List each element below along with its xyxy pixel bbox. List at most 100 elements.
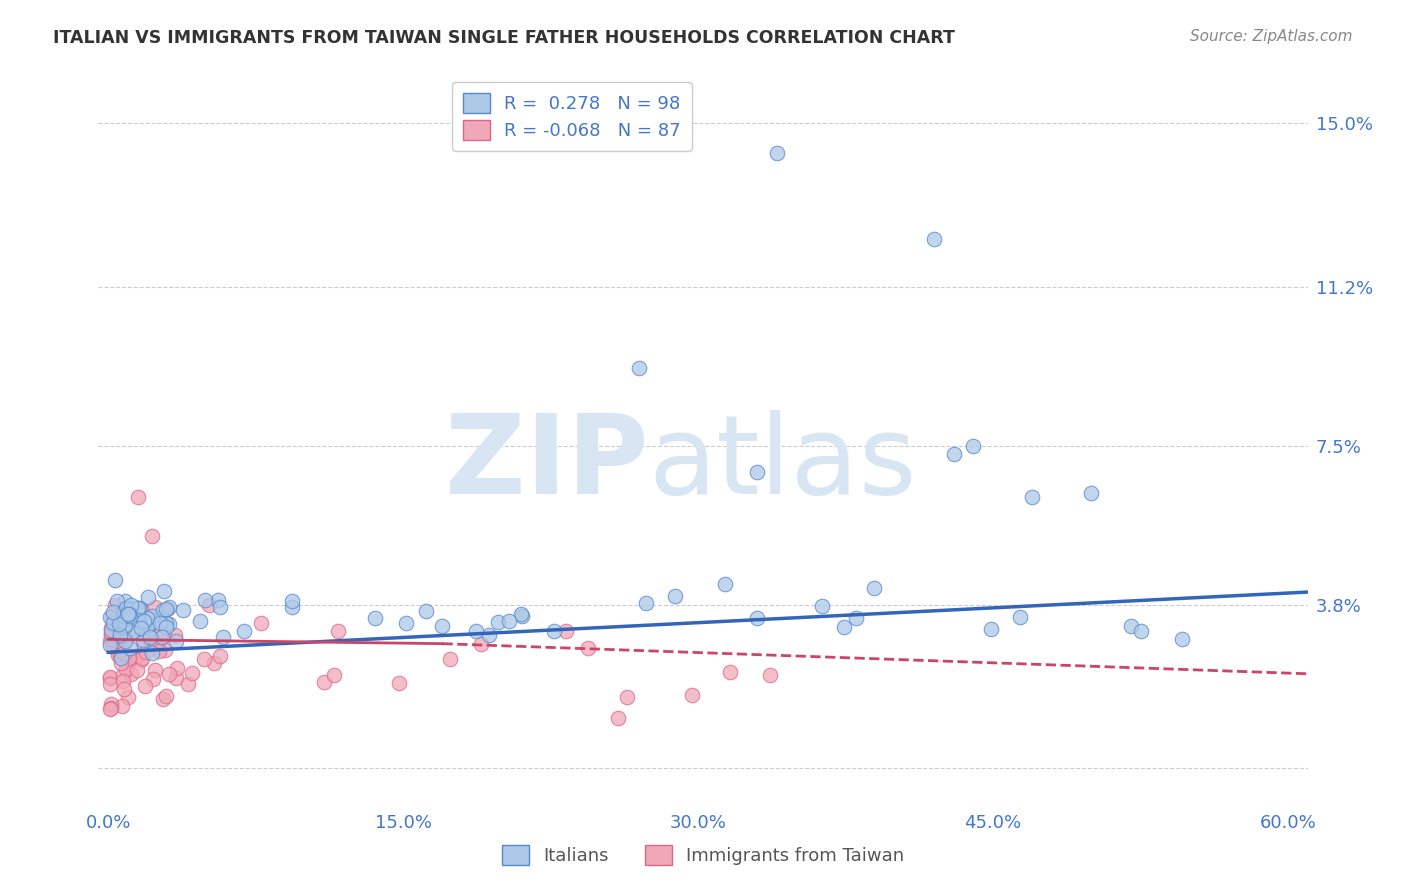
Point (180, 666, 202, 681)
Point (108, 617, 131, 632)
Point (127, 613, 149, 627)
Point (714, 576, 737, 591)
Point (104, 573, 127, 587)
Point (942, 447, 965, 461)
Point (135, 645, 157, 659)
Point (157, 600, 180, 615)
Text: ITALIAN VS IMMIGRANTS FROM TAIWAN SINGLE FATHER HOUSEHOLDS CORRELATION CHART: ITALIAN VS IMMIGRANTS FROM TAIWAN SINGLE… (53, 29, 955, 46)
Point (149, 613, 172, 627)
Point (464, 624, 486, 639)
Point (745, 610, 768, 624)
Point (101, 606, 124, 620)
Point (143, 663, 166, 677)
Point (208, 600, 231, 615)
Point (128, 601, 150, 615)
Point (132, 615, 155, 629)
Point (118, 607, 141, 621)
Point (142, 640, 165, 654)
Point (104, 598, 127, 612)
Point (121, 651, 143, 665)
Point (112, 603, 135, 617)
Point (323, 668, 346, 682)
Point (470, 637, 492, 651)
Point (616, 690, 638, 704)
Text: atlas: atlas (648, 409, 917, 516)
Point (188, 614, 211, 628)
Point (125, 601, 148, 615)
Point (111, 698, 134, 713)
Point (111, 607, 134, 621)
Point (143, 599, 166, 614)
Point (124, 602, 146, 616)
Point (395, 615, 418, 630)
Point (202, 656, 225, 670)
Point (112, 620, 135, 634)
Point (141, 609, 163, 624)
Point (155, 620, 177, 634)
Point (101, 609, 124, 624)
Point (328, 624, 350, 638)
Point (127, 611, 149, 625)
Point (554, 624, 576, 638)
Point (142, 672, 165, 686)
Point (115, 632, 138, 646)
Point (250, 616, 273, 631)
Point (101, 615, 124, 630)
Point (114, 602, 136, 616)
Point (811, 599, 834, 613)
Point (139, 634, 162, 648)
Point (509, 607, 531, 621)
Point (198, 598, 221, 612)
Point (117, 690, 139, 705)
Point (157, 667, 180, 681)
Point (110, 648, 132, 662)
Point (172, 603, 194, 617)
Point (498, 614, 520, 628)
Point (232, 624, 254, 639)
Point (155, 602, 177, 616)
Point (129, 602, 152, 616)
Point (165, 671, 187, 685)
Point (681, 688, 703, 702)
Point (127, 648, 149, 663)
Point (478, 628, 501, 642)
Point (194, 593, 217, 607)
Point (132, 638, 155, 652)
Point (120, 598, 142, 612)
Point (100, 627, 122, 641)
Point (125, 622, 148, 636)
Point (432, 619, 454, 633)
Point (155, 616, 177, 631)
Point (129, 653, 152, 667)
Point (120, 667, 142, 681)
Point (121, 624, 143, 639)
Point (120, 609, 142, 624)
Point (122, 610, 145, 624)
Point (207, 592, 229, 607)
Point (111, 615, 134, 629)
Point (486, 615, 509, 630)
Point (148, 634, 170, 648)
Point (138, 617, 160, 632)
Point (100, 621, 122, 635)
Point (121, 615, 143, 630)
Point (117, 607, 139, 621)
Point (134, 679, 156, 693)
Point (110, 657, 132, 671)
Point (121, 601, 143, 615)
Point (211, 630, 233, 644)
Point (832, 619, 855, 633)
Point (1021, 491, 1043, 505)
Point (100, 697, 122, 711)
Point (135, 611, 157, 625)
Point (863, 582, 886, 596)
Point (136, 627, 159, 641)
Point (98, 638, 121, 652)
Point (114, 618, 136, 632)
Point (143, 636, 166, 650)
Point (388, 676, 411, 690)
Point (110, 651, 132, 665)
Point (415, 604, 437, 618)
Point (153, 628, 176, 642)
Point (156, 602, 179, 616)
